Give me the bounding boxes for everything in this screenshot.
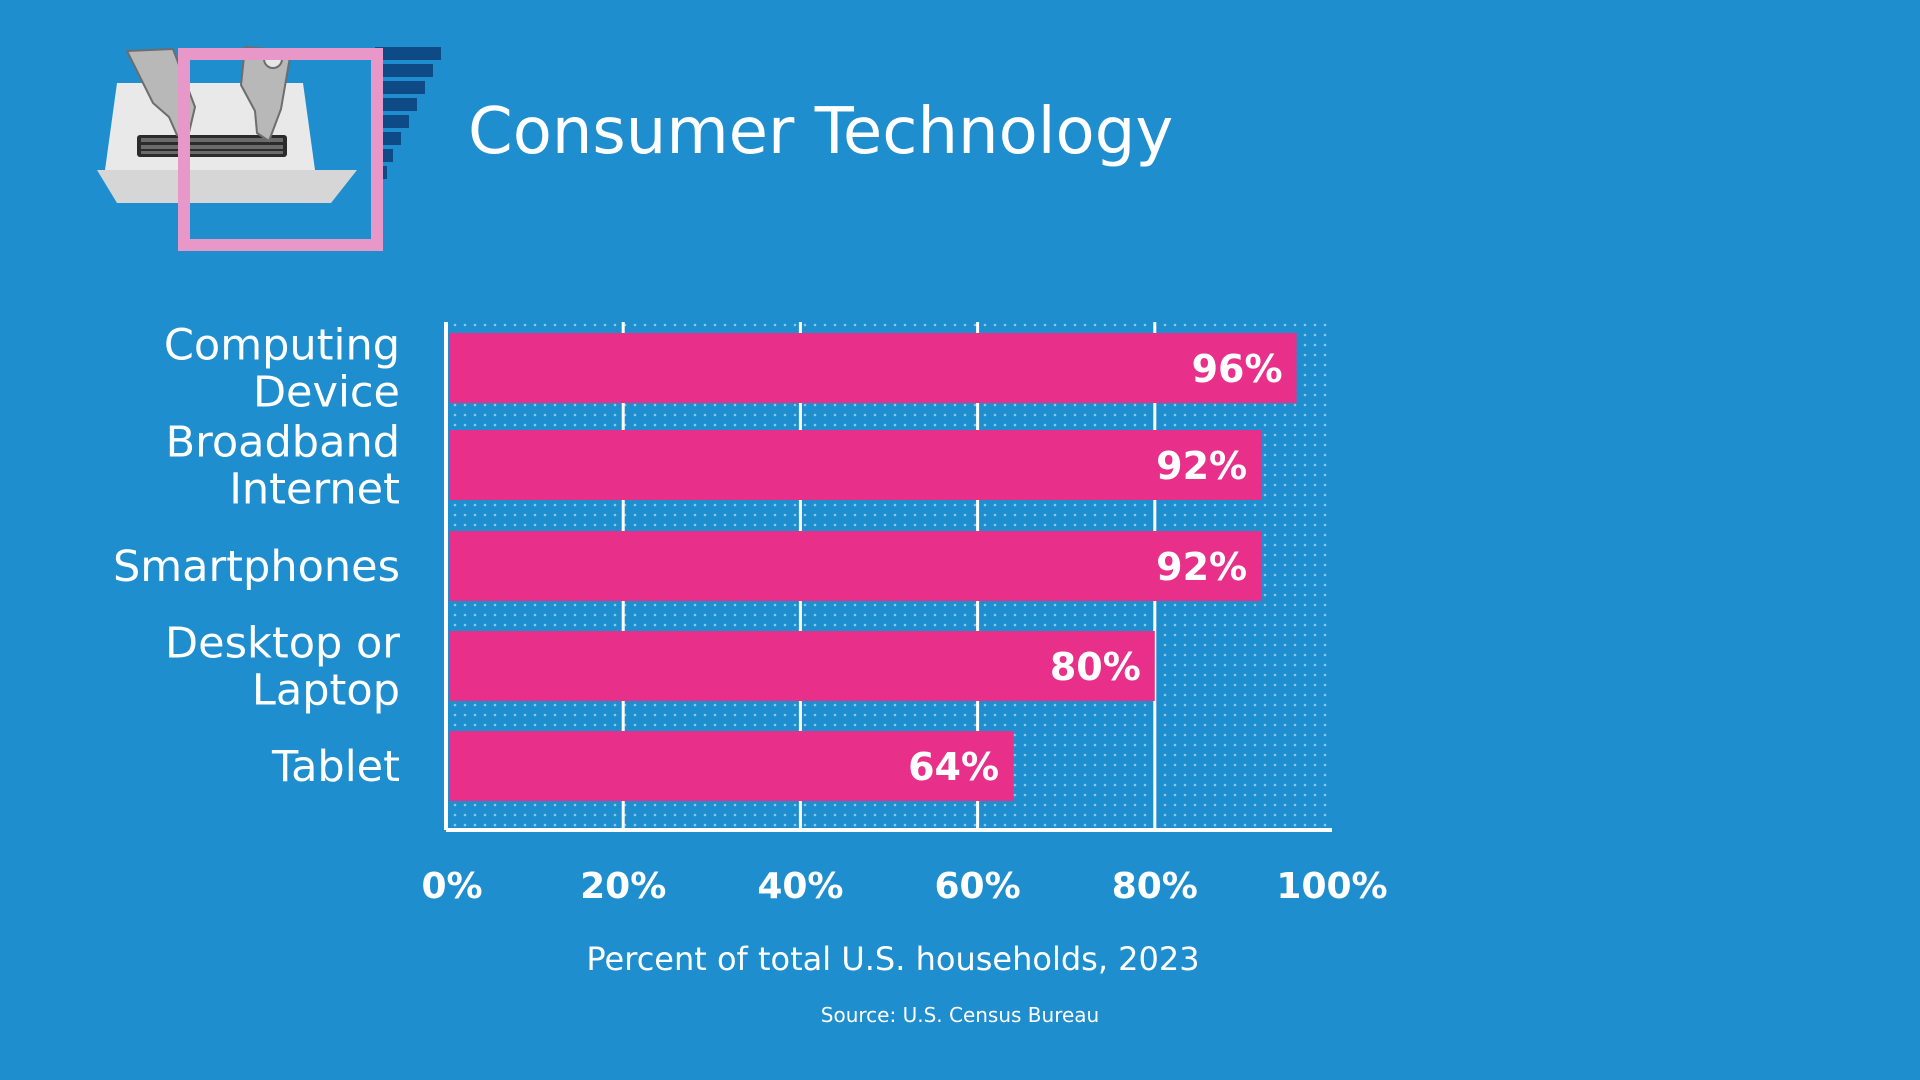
pink-frame <box>178 48 383 251</box>
bars <box>449 333 1297 801</box>
axes <box>444 322 1332 832</box>
value-label-0: 96% <box>1192 347 1283 391</box>
x-tick-label-20: 20% <box>580 866 666 907</box>
x-tick-label-100: 100% <box>1276 866 1387 907</box>
value-label-4: 64% <box>908 745 999 789</box>
page-title: Consumer Technology <box>468 95 1174 169</box>
category-label: Internet <box>229 465 400 515</box>
category-label: Laptop <box>252 666 400 716</box>
category-label: Computing <box>164 321 400 371</box>
labels: 96% 92% 92% 80% 64% 0% 20% 40% 60% 80% 100% Computi… <box>113 321 1388 908</box>
category-label: Tablet <box>271 742 400 792</box>
bar-2 <box>449 531 1262 601</box>
category-label: Desktop or <box>165 619 400 669</box>
category-label: Device <box>253 368 400 418</box>
value-label-2: 92% <box>1156 545 1247 589</box>
value-label-3: 80% <box>1050 645 1141 689</box>
x-tick-label-60: 60% <box>935 866 1021 907</box>
value-label-1: 92% <box>1156 444 1247 488</box>
bar-0 <box>449 333 1297 403</box>
bar-4 <box>449 731 1014 801</box>
bar-1 <box>449 430 1262 500</box>
category-label: Broadband <box>166 418 400 468</box>
category-label: Smartphones <box>113 542 400 592</box>
x-tick-label-0: 0% <box>421 866 482 907</box>
x-tick-label-80: 80% <box>1112 866 1198 907</box>
x-tick-label-40: 40% <box>757 866 843 907</box>
bar-3 <box>449 631 1155 701</box>
laptop-typing-illustration-icon <box>97 45 441 251</box>
x-axis-title: Percent of total U.S. households, 2023 <box>586 940 1200 978</box>
source-note: Source: U.S. Census Bureau <box>820 1003 1100 1027</box>
